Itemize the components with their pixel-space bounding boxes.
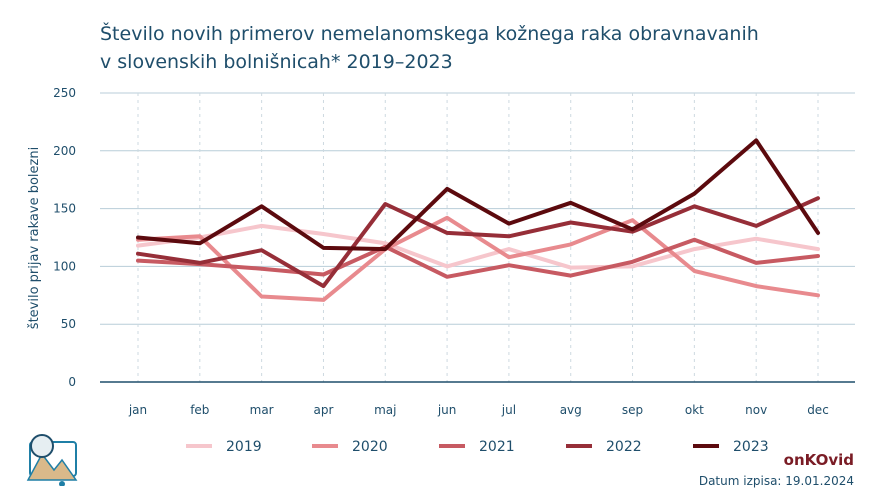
- x-tick-label: maj: [374, 403, 396, 417]
- legend-label-2019[interactable]: 2019: [226, 439, 262, 455]
- x-tick-label: mar: [250, 403, 274, 417]
- x-tick-label: jun: [437, 403, 457, 417]
- chart-title-line-1: Število novih primerov nemelanomskega ko…: [100, 23, 759, 45]
- print-date: Datum izpisa: 19.01.2024: [698, 474, 854, 488]
- brand-name: onKOvid: [783, 451, 854, 469]
- y-tick-label: 0: [68, 375, 76, 389]
- y-tick-label: 50: [61, 317, 76, 331]
- x-tick-label: apr: [314, 403, 334, 417]
- legend-label-2023[interactable]: 2023: [733, 439, 769, 455]
- x-tick-label: nov: [745, 403, 767, 417]
- series-line-2022: [136, 196, 820, 289]
- y-tick-label: 200: [53, 144, 76, 158]
- x-tick-label: dec: [807, 403, 829, 417]
- series-line-2019: [136, 223, 820, 270]
- y-tick-label: 100: [53, 259, 76, 273]
- y-axis-title: število prijav rakave bolezni: [27, 147, 42, 329]
- onkovid-logo-icon: [24, 430, 80, 487]
- y-tick-label: 150: [53, 202, 76, 216]
- legend-label-2021[interactable]: 2021: [479, 439, 515, 455]
- chart-title-line-2: v slovenskih bolnišnicah* 2019–2023: [100, 51, 453, 73]
- x-tick-label: sep: [622, 403, 643, 417]
- legend-label-2020[interactable]: 2020: [352, 439, 388, 455]
- series-line-2023: [136, 138, 820, 252]
- x-tick-label: avg: [560, 403, 582, 417]
- series-line-2021: [136, 237, 820, 279]
- x-tick-label: jan: [128, 403, 147, 417]
- y-tick-label: 250: [53, 86, 76, 100]
- x-tick-label: feb: [190, 403, 209, 417]
- x-tick-label: jul: [501, 403, 516, 417]
- chart-title: Število novih primerov nemelanomskega ko…: [100, 20, 800, 76]
- series-line-2020: [136, 215, 820, 302]
- x-tick-label: okt: [685, 403, 704, 417]
- legend-label-2022[interactable]: 2022: [606, 439, 642, 455]
